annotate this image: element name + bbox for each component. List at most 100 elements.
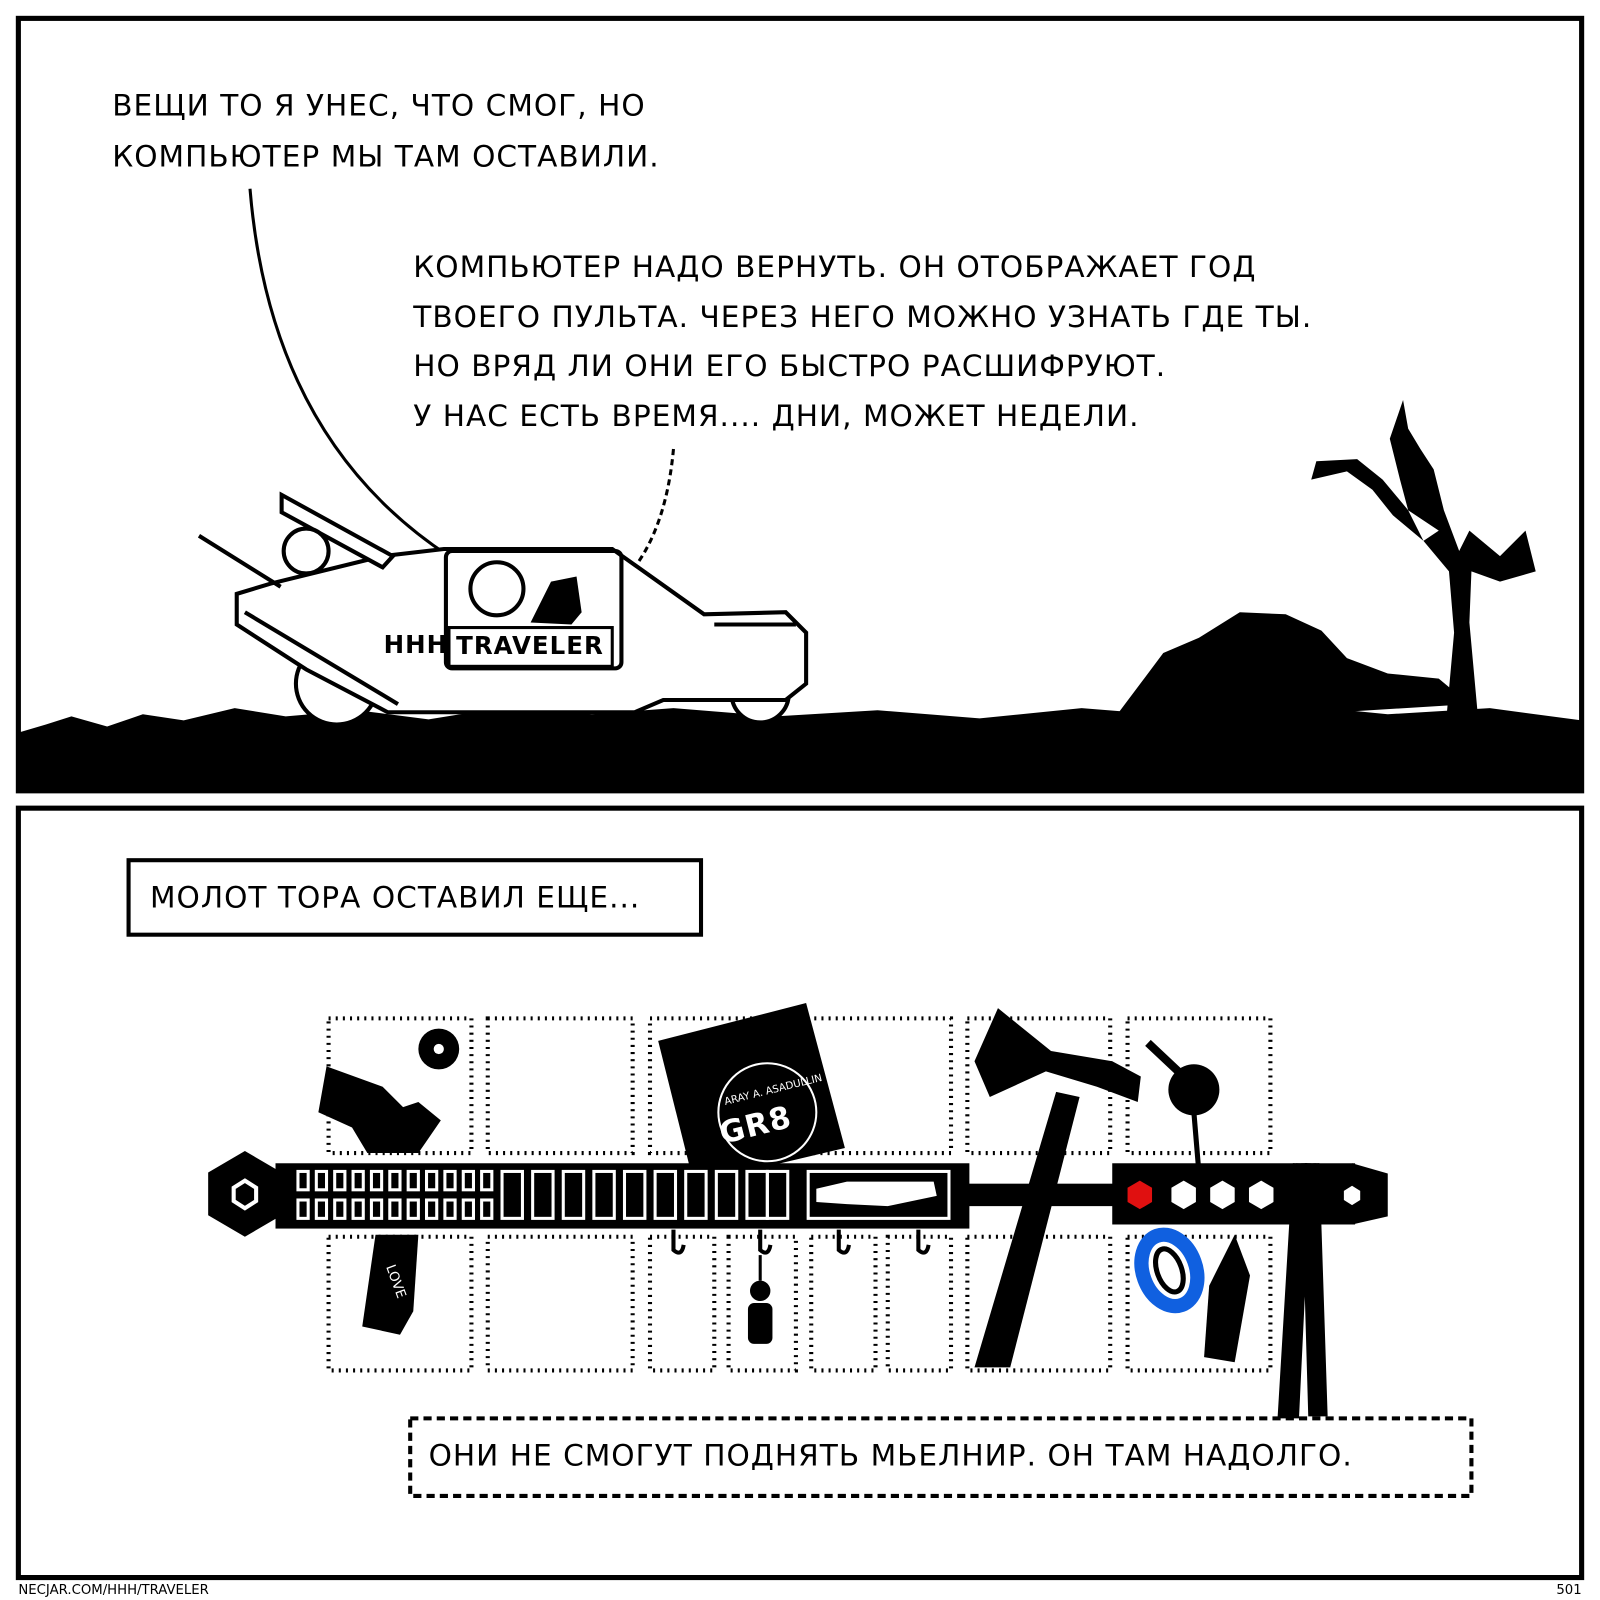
panel-1: HHH TRAVELER ВЕЩИ ТО Я УНЕС, ЧТО СМОГ, Н… — [15, 15, 1585, 794]
speech-line: У НАС ЕСТЬ ВРЕМЯ.... ДНИ, МОЖЕТ НЕДЕЛИ. — [413, 399, 1139, 433]
rail-slot — [425, 1169, 439, 1192]
caption: ОНИ НЕ СМОГУТ ПОДНЯТЬ МЬЕЛНИР. ОН ТАМ НА… — [429, 1439, 1353, 1473]
spare-wheel — [281, 526, 331, 576]
slot — [809, 1234, 878, 1373]
rail-slot — [369, 1169, 384, 1192]
panel-2: МОЛОТ ТОРА ОСТАВИЛ ЕЩЕ... LOVE ARAY — [15, 805, 1585, 1581]
caption-box — [408, 1416, 1474, 1498]
slot — [485, 1016, 635, 1156]
keys — [1134, 1039, 1328, 1422]
rail-slot — [296, 1198, 310, 1220]
hex-white — [1210, 1180, 1235, 1210]
rail-slot — [592, 1169, 616, 1220]
key — [1145, 1039, 1187, 1080]
rail-slot — [443, 1169, 457, 1192]
rail-slot — [369, 1198, 384, 1220]
cylinder-hole — [433, 1043, 444, 1055]
axe — [974, 1008, 1141, 1368]
rail-slot — [684, 1169, 708, 1220]
car-plate — [447, 626, 614, 668]
axe-head — [974, 1008, 1141, 1103]
knife-fob — [1204, 1234, 1250, 1363]
rail-slot — [406, 1169, 420, 1192]
rail-slot — [714, 1169, 739, 1220]
book-cover — [658, 1003, 845, 1184]
speech-line: КОМПЬЮТЕР МЫ ТАМ ОСТАВИЛИ. — [112, 140, 659, 174]
rail-slot — [461, 1169, 476, 1192]
hook — [916, 1229, 931, 1255]
speech-line: КОМПЬЮТЕР НАДО ВЕРНУТЬ. ОН ОТОБРАЖАЕТ ГО… — [413, 250, 1256, 284]
rail-slot — [333, 1169, 347, 1192]
speech-line: НО ВРЯД ЛИ ОНИ ЕГО БЫСТРО РАСШИФРУЮТ. — [413, 349, 1166, 383]
rail-slot — [333, 1198, 347, 1220]
speech-line: ТВОЕГО ПУЛЬТА. ЧЕРЕЗ НЕГО МОЖНО УЗНАТЬ Г… — [412, 300, 1312, 334]
footer-url: NECJAR.COM/HHH/TRAVELER — [18, 1583, 209, 1598]
cargo — [530, 576, 582, 625]
tape-core — [1153, 1246, 1186, 1295]
page-number: 501 — [1556, 1583, 1581, 1598]
rail-slot — [461, 1198, 476, 1220]
rail-slot — [314, 1198, 329, 1220]
slot — [647, 1234, 717, 1373]
hex-white — [1343, 1185, 1361, 1206]
rail-slot — [351, 1198, 365, 1220]
slot — [1125, 1234, 1273, 1373]
rail-slot — [388, 1198, 402, 1220]
rail-slot — [531, 1169, 555, 1220]
hook — [836, 1229, 851, 1255]
car: HHH TRAVELER — [197, 491, 809, 727]
car-brand: HHH — [384, 630, 449, 659]
driver-head — [468, 560, 526, 618]
figure-head — [750, 1280, 771, 1302]
gun-grip — [362, 1234, 419, 1335]
tree — [1311, 400, 1536, 713]
car-name: TRAVELER — [456, 631, 604, 660]
rail-slots — [296, 1169, 951, 1220]
cabin — [443, 548, 624, 671]
tape — [1134, 1227, 1205, 1314]
hook — [758, 1229, 773, 1255]
slot — [485, 1234, 635, 1373]
axe-handle — [974, 1091, 1080, 1368]
rail-slot — [314, 1169, 329, 1192]
keychain-figure — [747, 1255, 773, 1344]
spear — [197, 533, 282, 589]
rail-slot — [500, 1169, 524, 1220]
rail-slot — [443, 1198, 457, 1220]
rock — [1117, 612, 1470, 720]
car-hatch — [279, 491, 397, 570]
hex-bolt — [231, 1178, 259, 1211]
rail-slot — [425, 1198, 439, 1220]
rail-slot — [653, 1169, 678, 1220]
knife-slot — [806, 1169, 951, 1220]
slot — [965, 1016, 1113, 1156]
rail-end — [1352, 1163, 1388, 1225]
rail-slot — [296, 1169, 310, 1192]
hex-white — [1171, 1180, 1196, 1210]
speech-tail — [248, 188, 450, 558]
key-ring — [1191, 1112, 1202, 1174]
car-stripe — [243, 610, 400, 706]
rail — [208, 1151, 1388, 1237]
rail-end — [208, 1151, 282, 1237]
slot — [885, 1234, 954, 1373]
book-circle — [717, 1062, 818, 1163]
rail-slot — [480, 1169, 494, 1192]
rail-slot — [622, 1169, 647, 1220]
rail-slot — [561, 1169, 586, 1220]
speech-line: ВЕЩИ ТО Я УНЕС, ЧТО СМОГ, НО — [112, 89, 645, 123]
rail-slot — [351, 1169, 365, 1192]
caption-box — [126, 858, 704, 937]
revolver-cylinder — [418, 1028, 460, 1070]
gun-upper — [318, 1066, 441, 1154]
caption: МОЛОТ ТОРА ОСТАВИЛ ЕЩЕ... — [150, 880, 640, 914]
hex-red — [1127, 1180, 1153, 1210]
rail-slot — [406, 1198, 420, 1220]
knife — [816, 1181, 937, 1207]
hex-white — [1248, 1180, 1274, 1210]
rail-slot — [388, 1169, 402, 1192]
book: ARAY A. ASADULLIN GR8 — [658, 1003, 845, 1184]
hook — [671, 1229, 686, 1255]
rail-slot — [765, 1169, 790, 1220]
